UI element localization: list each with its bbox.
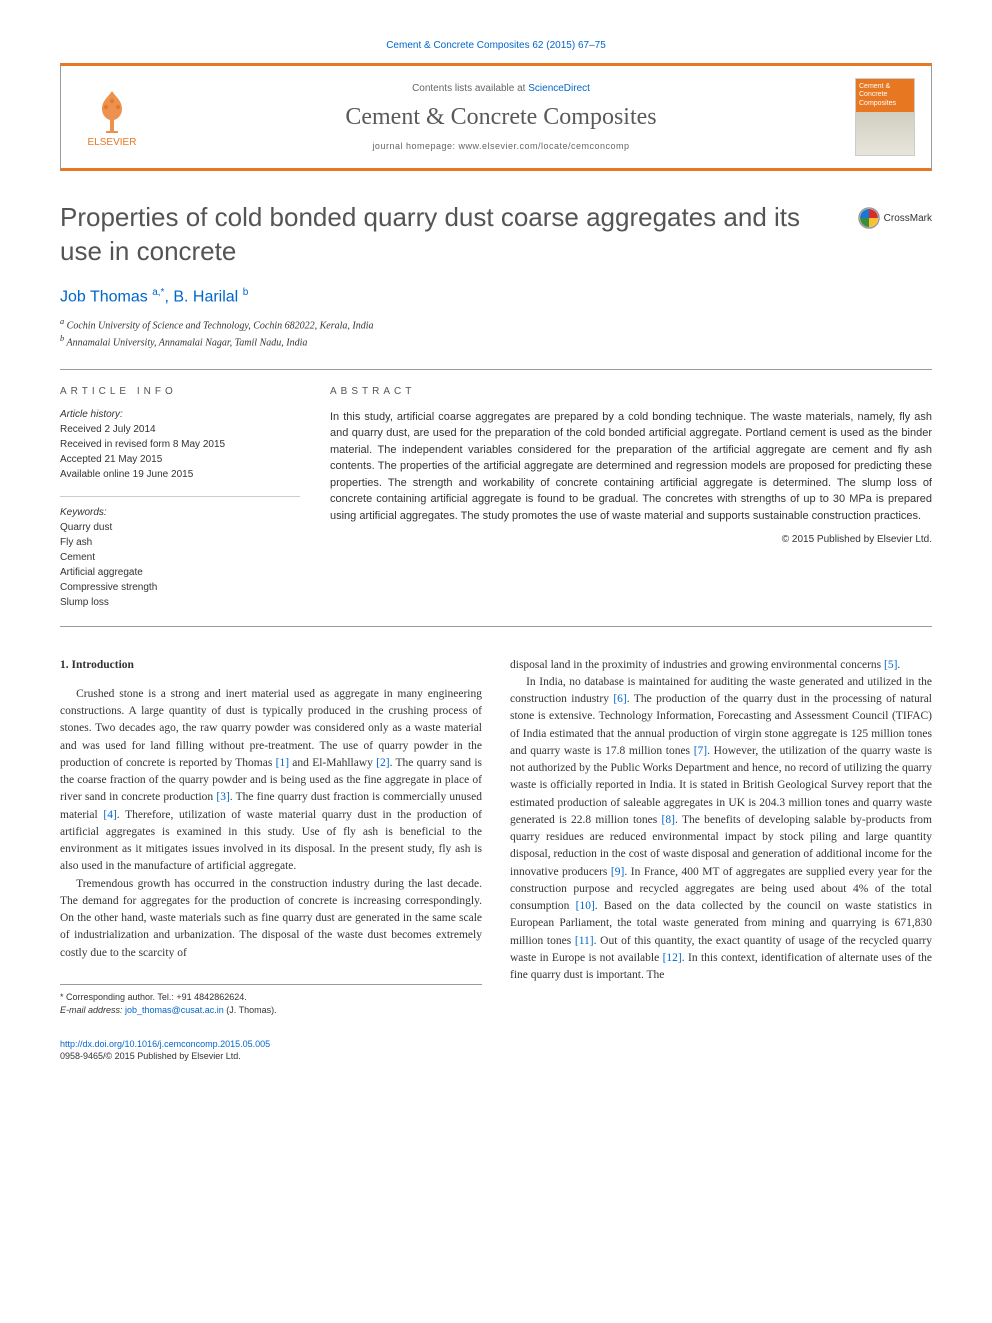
article-info-column: ARTICLE INFO Article history: Received 2… bbox=[60, 386, 300, 610]
abstract-column: ABSTRACT In this study, artificial coars… bbox=[330, 386, 932, 610]
body-paragraph: disposal land in the proximity of indust… bbox=[510, 657, 932, 674]
homepage-prefix: journal homepage: bbox=[372, 141, 458, 151]
affiliation-a: a Cochin University of Science and Techn… bbox=[60, 316, 932, 333]
citation-link[interactable]: [8] bbox=[662, 814, 675, 826]
info-abstract-row: ARTICLE INFO Article history: Received 2… bbox=[60, 386, 932, 610]
author-2-affil: b bbox=[243, 287, 249, 298]
divider-top bbox=[60, 369, 932, 370]
keyword-item: Quarry dust bbox=[60, 520, 300, 535]
citation-link[interactable]: [2] bbox=[376, 757, 389, 769]
crossmark-label: CrossMark bbox=[884, 213, 932, 224]
journal-reference: Cement & Concrete Composites 62 (2015) 6… bbox=[60, 40, 932, 51]
citation-link[interactable]: [9] bbox=[611, 866, 624, 878]
affil-sup-a: a bbox=[60, 317, 64, 326]
keyword-item: Artificial aggregate bbox=[60, 565, 300, 580]
body-paragraph: In India, no database is maintained for … bbox=[510, 674, 932, 985]
keyword-item: Compressive strength bbox=[60, 580, 300, 595]
sciencedirect-link[interactable]: ScienceDirect bbox=[528, 83, 590, 94]
section-heading: 1. Introduction bbox=[60, 657, 482, 674]
contents-available-line: Contents lists available at ScienceDirec… bbox=[147, 83, 855, 94]
header-center: Contents lists available at ScienceDirec… bbox=[147, 83, 855, 151]
citation-link[interactable]: [11] bbox=[575, 935, 594, 947]
text-run: . Therefore, utilization of waste materi… bbox=[60, 809, 482, 873]
doi-link[interactable]: http://dx.doi.org/10.1016/j.cemconcomp.2… bbox=[60, 1039, 270, 1049]
abstract-copyright: © 2015 Published by Elsevier Ltd. bbox=[330, 534, 932, 545]
affil-text-a: Cochin University of Science and Technol… bbox=[67, 320, 374, 331]
section-title: Introduction bbox=[72, 659, 134, 671]
affiliations: a Cochin University of Science and Techn… bbox=[60, 316, 932, 351]
contents-prefix: Contents lists available at bbox=[412, 83, 528, 94]
publisher-name: ELSEVIER bbox=[88, 137, 137, 148]
citation-link[interactable]: [12] bbox=[663, 952, 682, 964]
history-item: Accepted 21 May 2015 bbox=[60, 452, 300, 467]
citation-link[interactable]: [10] bbox=[576, 900, 595, 912]
history-item: Received in revised form 8 May 2015 bbox=[60, 437, 300, 452]
crossmark-icon bbox=[858, 207, 880, 229]
text-run: and El-Mahllawy bbox=[289, 757, 376, 769]
text-run: disposal land in the proximity of indust… bbox=[510, 659, 884, 671]
history-item: Available online 19 June 2015 bbox=[60, 467, 300, 482]
page-footer: http://dx.doi.org/10.1016/j.cemconcomp.2… bbox=[60, 1038, 932, 1063]
body-paragraph: Crushed stone is a strong and inert mate… bbox=[60, 686, 482, 876]
affiliation-b: b Annamalai University, Annamalai Nagar,… bbox=[60, 333, 932, 350]
divider-bottom bbox=[60, 626, 932, 627]
text-run: . bbox=[897, 659, 900, 671]
keyword-item: Slump loss bbox=[60, 595, 300, 610]
corr-email-line: E-mail address: job_thomas@cusat.ac.in (… bbox=[60, 1004, 482, 1018]
citation-link[interactable]: [1] bbox=[276, 757, 289, 769]
abstract-text: In this study, artificial coarse aggrega… bbox=[330, 409, 932, 525]
citation-link[interactable]: [4] bbox=[103, 809, 116, 821]
title-row: Properties of cold bonded quarry dust co… bbox=[60, 201, 932, 269]
journal-name: Cement & Concrete Composites bbox=[147, 104, 855, 131]
body-paragraph: Tremendous growth has occurred in the co… bbox=[60, 876, 482, 962]
issn-copyright: 0958-9465/© 2015 Published by Elsevier L… bbox=[60, 1051, 241, 1061]
journal-cover-thumbnail: Cement & Concrete Composites bbox=[855, 78, 915, 156]
crossmark-badge[interactable]: CrossMark bbox=[858, 207, 932, 229]
history-item: Received 2 July 2014 bbox=[60, 422, 300, 437]
cover-title: Cement & Concrete Composites bbox=[856, 79, 914, 112]
citation-link[interactable]: [7] bbox=[694, 745, 707, 757]
email-suffix: (J. Thomas). bbox=[224, 1005, 277, 1015]
article-info-label: ARTICLE INFO bbox=[60, 386, 300, 397]
homepage-url[interactable]: www.elsevier.com/locate/cemconcomp bbox=[459, 141, 630, 151]
corr-author-line: * Corresponding author. Tel.: +91 484286… bbox=[60, 991, 482, 1005]
author-1-affil: a,* bbox=[152, 287, 164, 298]
history-label: Article history: bbox=[60, 409, 300, 420]
citation-link[interactable]: [3] bbox=[216, 791, 229, 803]
authors-line: Job Thomas a,*, B. Harilal b bbox=[60, 287, 932, 306]
citation-link[interactable]: [6] bbox=[613, 693, 626, 705]
publisher-logo[interactable]: ELSEVIER bbox=[77, 87, 147, 148]
author-sep: , B. Harilal bbox=[164, 288, 242, 305]
keywords-label: Keywords: bbox=[60, 496, 300, 518]
article-title: Properties of cold bonded quarry dust co… bbox=[60, 201, 838, 269]
affil-sup-b: b bbox=[60, 334, 64, 343]
corresponding-author-footnote: * Corresponding author. Tel.: +91 484286… bbox=[60, 984, 482, 1018]
keyword-item: Fly ash bbox=[60, 535, 300, 550]
elsevier-tree-icon bbox=[88, 87, 136, 135]
abstract-label: ABSTRACT bbox=[330, 386, 932, 397]
citation-link[interactable]: [5] bbox=[884, 659, 897, 671]
body-two-column: 1. Introduction Crushed stone is a stron… bbox=[60, 657, 932, 1018]
keyword-item: Cement bbox=[60, 550, 300, 565]
email-link[interactable]: job_thomas@cusat.ac.in bbox=[125, 1005, 224, 1015]
affil-text-b: Annamalai University, Annamalai Nagar, T… bbox=[67, 338, 308, 349]
author-1[interactable]: Job Thomas bbox=[60, 288, 152, 305]
cover-body bbox=[856, 112, 914, 155]
section-number: 1. bbox=[60, 659, 69, 671]
journal-header: ELSEVIER Contents lists available at Sci… bbox=[60, 63, 932, 171]
journal-homepage: journal homepage: www.elsevier.com/locat… bbox=[147, 141, 855, 151]
email-label: E-mail address: bbox=[60, 1005, 125, 1015]
